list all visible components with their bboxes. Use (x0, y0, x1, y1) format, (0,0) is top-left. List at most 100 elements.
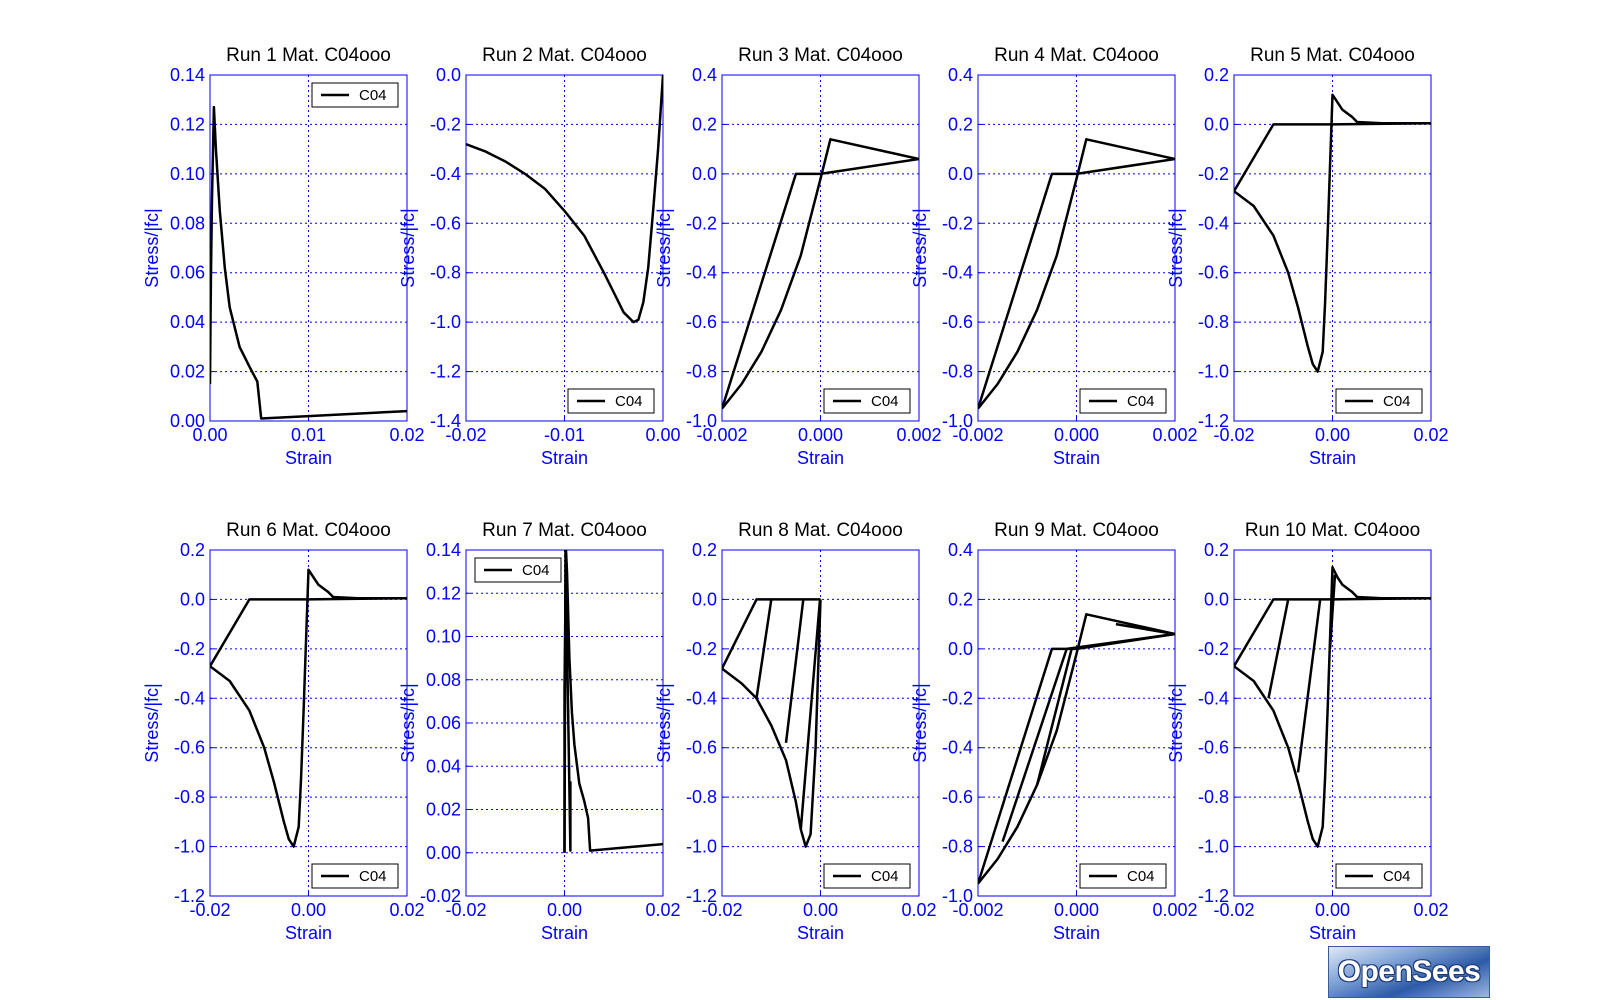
y-axis-label: Stress/|fc| (142, 208, 162, 287)
y-tick-label: 0.00 (170, 411, 205, 431)
legend: C04 (311, 863, 399, 889)
curve-series-2 (563, 550, 572, 853)
curve-series-2 (722, 157, 919, 409)
y-tick-label: -1.0 (1198, 837, 1229, 857)
y-tick-label: -0.6 (174, 738, 205, 758)
x-tick-label: 0.00 (291, 900, 326, 920)
legend: C04 (1335, 863, 1423, 889)
y-tick-label: -0.8 (174, 787, 205, 807)
y-tick-label: 0.0 (692, 164, 717, 184)
y-tick-label: 0.12 (170, 114, 205, 134)
plot-panel-8: Run 8 Mat. C04ooo -1.2 -1.0 -0.8 -0.6 -0.4 -0.… (654, 520, 937, 943)
x-axis-label: Strain (541, 923, 588, 943)
curve-series-2 (722, 598, 821, 670)
x-tick-label: -0.02 (1213, 900, 1254, 920)
curve-series-1 (978, 138, 1175, 410)
curve-series-2 (1234, 596, 1431, 667)
y-tick-label: -1.0 (686, 411, 717, 431)
y-axis-label: Stress/|fc| (1166, 683, 1186, 762)
y-tick-label: -1.0 (686, 837, 717, 857)
legend-label: C04 (871, 393, 899, 410)
y-tick-label: 0.02 (170, 362, 205, 382)
plot-title: Run 3 Mat. C04ooo (738, 45, 903, 66)
curve-series-1 (210, 568, 407, 848)
y-tick-label: 0.10 (426, 627, 461, 647)
y-axis-label: Stress/|fc| (910, 683, 930, 762)
x-tick-label: -0.01 (544, 425, 585, 445)
x-tick-label: 0.000 (1054, 900, 1099, 920)
curve-series-1 (1234, 93, 1431, 373)
plot-panel-5: Run 5 Mat. C04ooo -1.2 -1.0 -0.8 -0.6 -0.4 -0.… (1166, 45, 1449, 468)
plot-panel-9: Run 9 Mat. C04ooo -1.0 -0.8 -0.6 -0.4 -0.2 0.0… (910, 520, 1198, 943)
y-tick-label: -0.2 (174, 639, 205, 659)
y-tick-label: 0.0 (948, 164, 973, 184)
y-tick-label: -0.8 (1198, 787, 1229, 807)
y-tick-label: -0.02 (420, 886, 461, 906)
y-tick-label: 0.0 (436, 65, 461, 85)
y-axis-label: Stress/|fc| (654, 683, 674, 762)
legend-label: C04 (871, 868, 899, 885)
y-tick-label: -0.2 (686, 213, 717, 233)
y-tick-label: -1.2 (174, 886, 205, 906)
legend: C04 (1079, 863, 1167, 889)
y-tick-label: 0.0 (180, 589, 205, 609)
y-tick-label: 0.2 (180, 540, 205, 560)
x-tick-label: -0.002 (952, 425, 1003, 445)
y-tick-label: 0.0 (692, 589, 717, 609)
plot-title: Run 10 Mat. C04ooo (1245, 520, 1420, 541)
plot-title: Run 7 Mat. C04ooo (482, 520, 647, 541)
y-tick-label: -0.2 (942, 688, 973, 708)
plot-title: Run 2 Mat. C04ooo (482, 45, 647, 66)
plot-panel-1: Run 1 Mat. C04ooo 0.00 0.02 0.04 0.06 0.08 0.1… (142, 45, 425, 468)
curve-series-1 (722, 138, 919, 410)
x-tick-label: 0.00 (803, 900, 838, 920)
y-tick-label: 0.08 (426, 670, 461, 690)
y-tick-label: -0.6 (686, 312, 717, 332)
x-tick-label: 0.02 (389, 900, 424, 920)
x-tick-label: 0.02 (389, 425, 424, 445)
y-tick-label: 0.10 (170, 164, 205, 184)
y-axis-label: Stress/|fc| (654, 208, 674, 287)
x-tick-label: 0.02 (645, 900, 680, 920)
y-tick-label: 0.0 (948, 639, 973, 659)
y-tick-label: -0.8 (686, 787, 717, 807)
curve-series-1 (210, 105, 407, 420)
plot-panel-4: Run 4 Mat. C04ooo -1.0 -0.8 -0.6 -0.4 -0.2 0.0… (910, 45, 1198, 468)
x-tick-label: 0.000 (1054, 425, 1099, 445)
x-axis-label: Strain (1053, 448, 1100, 468)
y-tick-label: 0.4 (948, 65, 973, 85)
y-tick-label: -1.2 (686, 886, 717, 906)
curve-series-1 (978, 613, 1175, 885)
legend-label: C04 (615, 393, 643, 410)
x-tick-label: -0.02 (701, 900, 742, 920)
y-tick-label: 0.14 (426, 540, 461, 560)
y-tick-label: 0.08 (170, 213, 205, 233)
curve-series-2 (210, 596, 407, 667)
y-tick-label: 0.2 (1204, 540, 1229, 560)
curve-series-5 (799, 599, 822, 830)
x-tick-label: 0.02 (901, 900, 936, 920)
legend: C04 (1079, 388, 1167, 414)
plot-title: Run 8 Mat. C04ooo (738, 520, 903, 541)
plot-title: Run 9 Mat. C04ooo (994, 520, 1159, 541)
x-tick-label: 0.000 (798, 425, 843, 445)
y-axis-label: Stress/|fc| (1166, 208, 1186, 287)
y-tick-label: -0.2 (942, 213, 973, 233)
y-tick-label: 0.0 (1204, 114, 1229, 134)
y-tick-label: 0.2 (692, 114, 717, 134)
x-tick-label: 0.00 (1315, 425, 1350, 445)
x-tick-label: -0.02 (1213, 425, 1254, 445)
x-axis-label: Strain (285, 923, 332, 943)
y-tick-label: -0.4 (430, 164, 461, 184)
y-tick-label: 0.2 (948, 589, 973, 609)
y-tick-label: -0.8 (942, 362, 973, 382)
x-tick-label: 0.02 (1413, 900, 1448, 920)
y-tick-label: -1.0 (174, 837, 205, 857)
y-tick-label: 0.2 (692, 540, 717, 560)
y-tick-label: 0.00 (426, 843, 461, 863)
x-axis-label: Strain (541, 448, 588, 468)
curve-series-1 (1234, 566, 1431, 848)
legend: C04 (1335, 388, 1423, 414)
y-tick-label: -0.6 (1198, 263, 1229, 283)
